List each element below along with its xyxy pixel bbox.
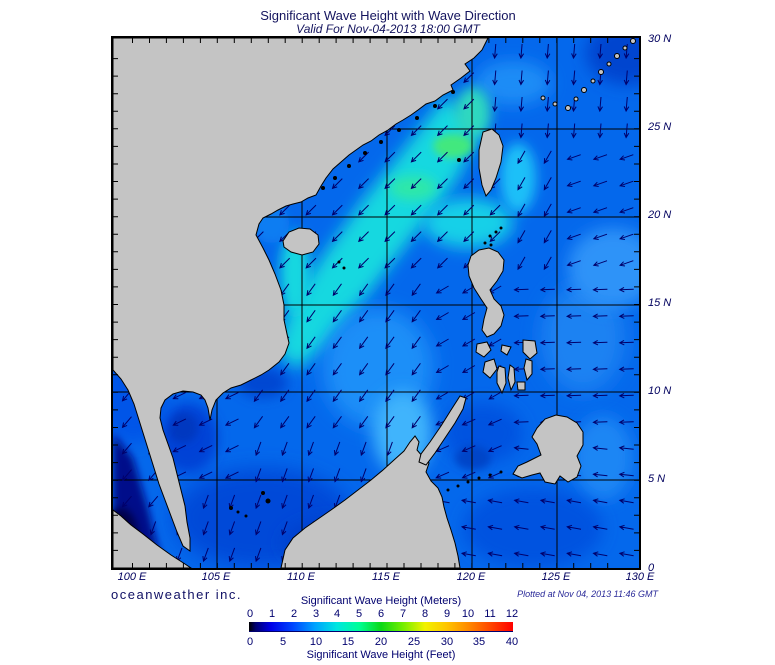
meters-tick: 1 xyxy=(268,608,276,620)
legend-title-meters: Significant Wave Height (Meters) xyxy=(300,595,462,607)
feet-tick: 40 xyxy=(505,636,519,648)
feet-tick: 35 xyxy=(472,636,486,648)
feet-tick: 10 xyxy=(309,636,323,648)
lat-label-0: 0 xyxy=(648,562,655,574)
meters-tick: 5 xyxy=(355,608,363,620)
plotted-timestamp: Plotted at Nov 04, 2013 11:46 GMT xyxy=(517,589,658,599)
wave-height-map xyxy=(98,21,670,578)
oceanweather-credit: oceanweather inc. xyxy=(111,587,243,602)
island-hainan xyxy=(282,227,320,256)
island-cebu xyxy=(507,364,516,392)
map-canvas xyxy=(98,21,670,578)
lon-label-110e: 110 E xyxy=(287,571,315,583)
meters-tick: 9 xyxy=(443,608,451,620)
feet-tick: 5 xyxy=(279,636,287,648)
island-bohol xyxy=(516,381,526,391)
island-taiwan xyxy=(478,128,504,197)
island-negros xyxy=(496,365,507,395)
island-panay xyxy=(482,358,498,379)
island-masbate xyxy=(500,344,512,356)
feet-tick: 20 xyxy=(374,636,388,648)
lat-label-5n: 5 N xyxy=(648,473,666,485)
lon-label-125e: 125 E xyxy=(541,571,571,583)
meters-tick: 0 xyxy=(246,608,254,620)
meters-tick: 7 xyxy=(399,608,407,620)
lon-label-115e: 115 E xyxy=(372,571,400,583)
island-ryukyu-chain xyxy=(540,38,636,111)
island-palawan xyxy=(418,395,467,466)
island-leyte xyxy=(523,358,533,382)
feet-tick: 30 xyxy=(440,636,454,648)
legend-title-feet: Significant Wave Height (Feet) xyxy=(306,649,456,661)
lat-label-10n: 10 N xyxy=(648,385,672,397)
meters-tick: 6 xyxy=(377,608,385,620)
lon-label-100e: 100 E xyxy=(117,571,147,583)
colorbar xyxy=(249,622,513,632)
feet-tick: 25 xyxy=(407,636,421,648)
feet-tick: 15 xyxy=(341,636,355,648)
island-mindanao xyxy=(512,414,584,485)
meters-tick: 2 xyxy=(290,608,298,620)
island-mindoro xyxy=(475,341,492,358)
lon-label-130e: 130 E xyxy=(625,571,655,583)
meters-tick: 12 xyxy=(505,608,519,620)
island-specks xyxy=(229,90,503,518)
meters-tick: 8 xyxy=(421,608,429,620)
degree-ticks xyxy=(113,38,639,568)
meters-tick: 10 xyxy=(461,608,475,620)
island-samar xyxy=(522,339,538,360)
page-title: Significant Wave Height with Wave Direct… xyxy=(260,8,516,23)
lon-label-105e: 105 E xyxy=(201,571,231,583)
lon-label-120e: 120 E xyxy=(456,571,486,583)
meters-tick: 3 xyxy=(312,608,320,620)
lat-label-15n: 15 N xyxy=(648,297,672,309)
island-borneo xyxy=(280,435,461,569)
lat-label-25n: 25 N xyxy=(648,121,672,133)
lat-label-20n: 20 N xyxy=(648,209,672,221)
land-layer xyxy=(112,37,636,569)
meters-tick: 11 xyxy=(484,608,496,620)
island-luzon xyxy=(467,247,505,338)
lat-label-30n: 30 N xyxy=(648,33,672,45)
landmass-asia xyxy=(112,37,489,552)
valid-time-subtitle: Valid For Nov-04-2013 18:00 GMT xyxy=(296,22,480,36)
feet-tick: 0 xyxy=(246,636,254,648)
meters-tick: 4 xyxy=(333,608,341,620)
